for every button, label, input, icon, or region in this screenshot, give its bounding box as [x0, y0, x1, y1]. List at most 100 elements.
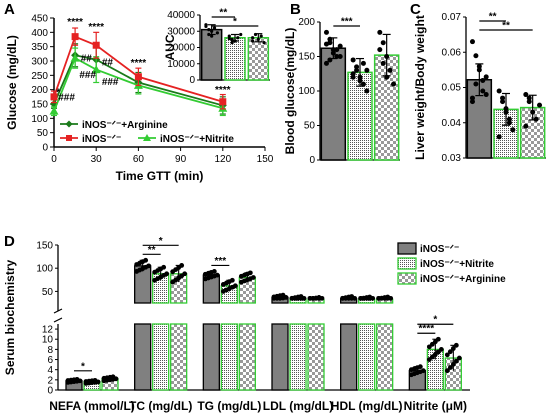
d-y-tick-label: 4: [47, 365, 53, 376]
data-point: [380, 60, 386, 66]
d-data-point: [164, 271, 170, 277]
d-significance-label: ***: [214, 256, 226, 267]
a-legend-label: iNOS⁻ᐟ⁻+Arginine: [82, 120, 168, 131]
significance-label: **: [219, 8, 227, 19]
data-point: [230, 41, 234, 45]
significance-label: *: [233, 17, 237, 28]
a-y-axis-title: Glucose (mg/dL): [5, 35, 19, 130]
d-data-point: [417, 364, 423, 370]
d-category-label: TC (mg/dL): [129, 399, 192, 413]
panel-b: B 0 50 100 150 200 *** Blood glucose(mg/dL): [283, 1, 400, 166]
d-data-point: [182, 271, 188, 277]
d-bar-lower: [307, 323, 325, 391]
a-significance-label: ****: [215, 85, 231, 96]
d-legend-swatch: [397, 272, 417, 285]
data-point: [323, 60, 329, 66]
data-point: [212, 26, 217, 30]
data-point: [350, 71, 356, 77]
a-legend-marker: [66, 135, 72, 141]
data-point: [207, 28, 211, 32]
data-point: [473, 81, 479, 87]
data-point: [387, 67, 393, 73]
d-data-point: [453, 342, 459, 348]
d-data-point: [214, 272, 220, 278]
d-y-tick-label: 50: [42, 287, 54, 298]
significance-label: ***: [341, 17, 353, 28]
y-tick-label: 0.07: [442, 12, 462, 23]
y-tick-label: 0: [309, 155, 315, 166]
d-axis-break-mark: [53, 308, 63, 314]
data-point: [253, 32, 258, 37]
y-tick-label: 50: [304, 121, 316, 132]
data-point: [227, 34, 231, 38]
a-point-square: [134, 73, 142, 81]
data-point: [337, 43, 343, 49]
panel-a: A 0 50 100 150 200 250 300 350 400 450 0 30 60 90 120 15…: [4, 1, 274, 183]
significance-label: **: [489, 12, 497, 23]
a-significance-label: ****: [88, 22, 104, 33]
data-point: [523, 123, 529, 129]
d-data-point: [280, 292, 286, 298]
d-data-point: [211, 269, 217, 274]
data-point: [483, 92, 489, 98]
data-point: [473, 53, 479, 59]
data-point: [496, 134, 502, 140]
d-bar-lower: [170, 323, 188, 391]
data-point: [384, 74, 390, 80]
d-y-tick-label: 100: [36, 264, 53, 275]
a-y-tick-label: 350: [31, 42, 48, 53]
a-x-tick-label: 0: [51, 154, 57, 165]
data-point: [210, 34, 214, 38]
bar-1: [347, 71, 373, 161]
data-point: [207, 32, 211, 37]
d-category-label: TG (mg/dL): [197, 399, 261, 413]
d-data-point: [450, 361, 456, 367]
data-point: [469, 99, 475, 105]
data-point: [469, 39, 475, 45]
d-data-point: [385, 294, 391, 300]
a-legend-marker: [143, 134, 151, 141]
data-point: [337, 54, 343, 59]
data-point: [259, 34, 263, 38]
d-significance-label: **: [148, 245, 156, 256]
d-y-tick-label: 10: [42, 335, 54, 346]
d-data-point: [110, 374, 116, 380]
bar-2: [247, 37, 270, 81]
d-data-point: [450, 346, 456, 351]
data-point: [227, 36, 231, 41]
data-point: [503, 106, 509, 112]
panel-letter-d: D: [4, 233, 15, 250]
d-bar-lower: [134, 323, 152, 391]
data-point: [510, 127, 516, 133]
a-point-square: [50, 93, 58, 101]
data-point: [503, 109, 509, 115]
d-data-point: [447, 349, 453, 355]
a-x-tick-label: 150: [257, 154, 274, 165]
data-point: [357, 78, 363, 84]
data-point: [262, 41, 266, 45]
a-legend-marker: [65, 120, 73, 128]
a-legend-label: iNOS⁻ᐟ⁻: [82, 134, 121, 145]
d-bar-lower: [340, 323, 358, 391]
d-data-point: [232, 283, 238, 289]
a-legend-label: iNOS⁻ᐟ⁻+Nitrite: [160, 134, 234, 145]
bar-1: [224, 37, 246, 81]
panel-c: C 0.03 0.04 0.05 0.06 0.07 ** ** Liver weight/Bo…: [410, 1, 546, 164]
d-data-point: [420, 368, 426, 374]
a-point-square: [219, 98, 227, 106]
data-point: [500, 95, 506, 101]
data-point: [327, 57, 333, 63]
y-tick-label: 20000: [167, 43, 195, 54]
d-data-point: [146, 263, 152, 269]
a-x-tick-label: 30: [91, 154, 103, 165]
d-y-tick-label: 8: [47, 345, 53, 356]
d-legend-label: iNOS⁻ᐟ⁻+Nitrite: [420, 259, 494, 270]
data-point: [506, 116, 512, 122]
d-significance-label: *: [433, 315, 437, 326]
a-y-tick-label: 400: [31, 28, 48, 39]
d-bar-lower: [152, 323, 170, 391]
a-y-tick-label: 150: [31, 100, 48, 111]
data-point: [526, 95, 532, 101]
a-point-triangle: [91, 65, 101, 74]
